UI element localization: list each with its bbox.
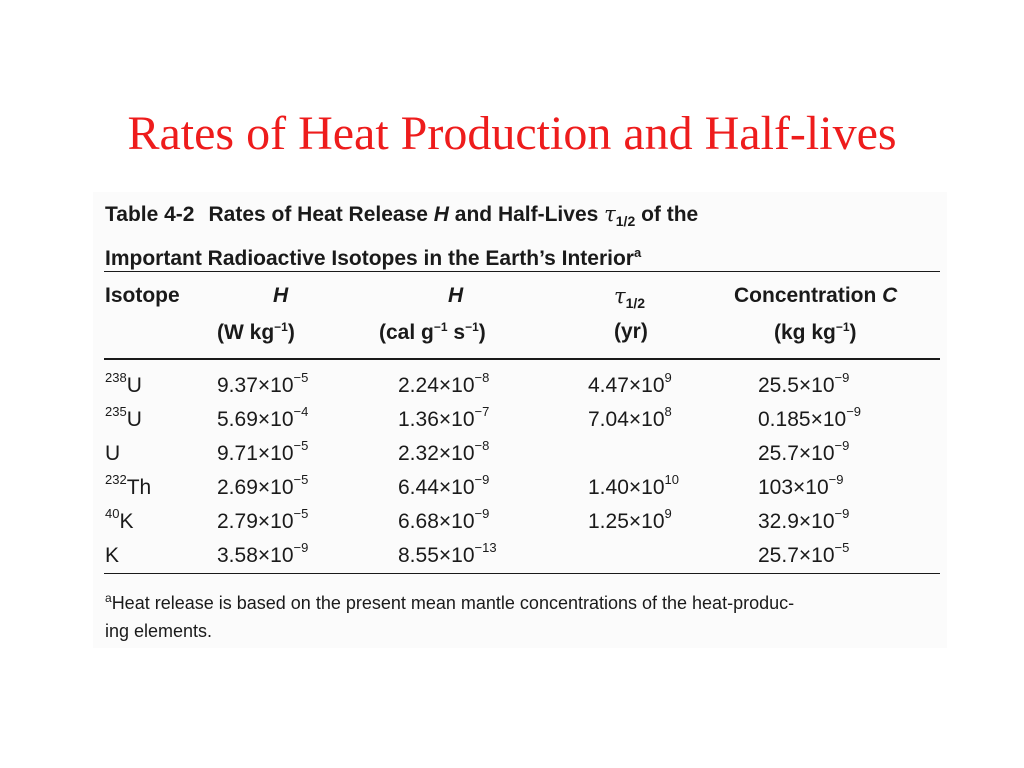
concentration-cell: 25.7×10−5 <box>758 540 850 567</box>
isotope-cell: 40K <box>105 506 134 533</box>
header-h-w-unit: (W kg−1) <box>217 320 295 344</box>
isotope-cell: 232Th <box>105 472 152 499</box>
h-cal-cell: 6.68×10−9 <box>398 506 490 533</box>
h-cal-cell: 2.32×10−8 <box>398 438 490 465</box>
header-isotope: Isotope <box>105 284 180 307</box>
half-life-cell: 4.47×109 <box>588 370 672 397</box>
table-caption: Table 4-2 Rates of Heat Release H and Hal… <box>105 198 935 275</box>
header-tau: τ1/2 <box>614 284 646 312</box>
header-rule <box>104 358 940 360</box>
concentration-cell: 25.5×10−9 <box>758 370 850 397</box>
concentration-cell: 0.185×10−9 <box>758 404 862 431</box>
h-w-cell: 2.79×10−5 <box>217 506 309 533</box>
concentration-cell: 103×10−9 <box>758 472 844 499</box>
header-h-cal-unit: (cal g−1 s−1) <box>379 320 486 344</box>
concentration-cell: 32.9×10−9 <box>758 506 850 533</box>
bottom-rule <box>104 573 940 574</box>
isotope-cell: U <box>105 442 121 465</box>
header-h-cal: H <box>448 284 464 307</box>
caption-line-1: Table 4-2 Rates of Heat Release H and Hal… <box>105 202 699 230</box>
isotope-cell: 235U <box>105 404 142 431</box>
caption-line-2: Important Radioactive Isotopes in the Ea… <box>105 245 642 271</box>
header-h-w: H <box>273 284 289 307</box>
isotope-cell: 238U <box>105 370 142 397</box>
header-tau-unit: (yr) <box>614 320 648 343</box>
h-w-cell: 9.71×10−5 <box>217 438 309 465</box>
table-number: Table 4-2 <box>105 203 195 226</box>
header-concentration: Concentration C <box>734 284 898 307</box>
header-concentration-unit: (kg kg−1) <box>774 320 857 344</box>
h-cal-cell: 2.24×10−8 <box>398 370 490 397</box>
concentration-cell: 25.7×10−9 <box>758 438 850 465</box>
table-figure: Table 4-2 Rates of Heat Release H and Hal… <box>93 192 947 648</box>
half-life-cell: 7.04×108 <box>588 404 672 431</box>
h-w-cell: 2.69×10−5 <box>217 472 309 499</box>
slide-title: Rates of Heat Production and Half-lives <box>127 107 897 160</box>
half-life-cell: 1.25×109 <box>588 506 672 533</box>
table-footnote: aHeat release is based on the present me… <box>105 591 795 641</box>
h-w-cell: 5.69×10−4 <box>217 404 309 431</box>
h-cal-cell: 6.44×10−9 <box>398 472 490 499</box>
h-w-cell: 3.58×10−9 <box>217 540 309 567</box>
h-cal-cell: 8.55×10−13 <box>398 540 497 567</box>
h-cal-cell: 1.36×10−7 <box>398 404 490 431</box>
top-rule <box>104 271 940 272</box>
half-life-cell: 1.40×1010 <box>588 472 679 499</box>
h-w-cell: 9.37×10−5 <box>217 370 309 397</box>
isotope-cell: K <box>105 544 120 567</box>
